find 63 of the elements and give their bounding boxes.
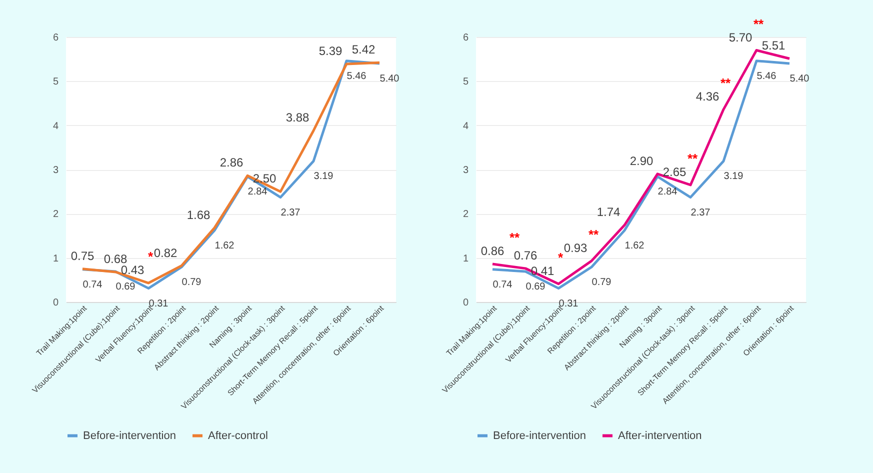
- annotation: *: [148, 249, 154, 264]
- y-tick-label: 5: [52, 76, 59, 88]
- annotation: **: [588, 226, 600, 242]
- data-label: 0.76: [514, 248, 538, 262]
- data-label: 5.46: [756, 70, 777, 82]
- data-label: 0.69: [116, 282, 136, 293]
- legend-label: After-intervention: [618, 430, 702, 442]
- data-label: 0.86: [480, 244, 504, 258]
- y-tick-label: 4: [462, 120, 469, 132]
- y-tick-label: 0: [462, 298, 469, 308]
- data-label: 3.19: [724, 171, 744, 182]
- data-label: 2.50: [252, 172, 276, 186]
- data-label: 0.41: [530, 264, 554, 278]
- legend-label: Before-intervention: [493, 430, 586, 442]
- legend-label: After-control: [208, 430, 268, 442]
- data-label: 1.62: [214, 240, 235, 252]
- annotation: *: [558, 250, 564, 265]
- data-label: 5.39: [318, 44, 342, 58]
- data-label: 5.40: [380, 74, 400, 84]
- data-label: 0.93: [564, 240, 588, 255]
- y-tick-label: 6: [52, 32, 59, 44]
- data-label: 2.90: [630, 154, 654, 168]
- legend-label: Before-intervention: [83, 430, 176, 442]
- data-label: 5.46: [346, 70, 367, 82]
- data-label: 2.37: [690, 207, 711, 218]
- data-label: 0.79: [592, 277, 612, 288]
- data-label: 2.84: [658, 186, 678, 198]
- data-label: 2.37: [280, 207, 301, 218]
- y-tick-label: 4: [52, 120, 59, 132]
- data-label: 5.51: [762, 38, 786, 53]
- y-tick-label: 2: [462, 209, 469, 220]
- data-label: 0.75: [70, 248, 94, 263]
- data-label: 0.74: [82, 279, 103, 290]
- data-label: 0.79: [182, 277, 202, 288]
- data-label: 5.42: [352, 42, 376, 57]
- y-tick-label: 2: [52, 209, 59, 220]
- data-label: 1.68: [186, 208, 210, 222]
- data-label: 5.70: [728, 30, 752, 44]
- y-tick-label: 5: [462, 76, 469, 88]
- annotation: **: [509, 230, 520, 246]
- data-label: 0.74: [492, 279, 513, 290]
- data-label: 2.65: [662, 164, 686, 179]
- data-label: 4.36: [696, 89, 720, 104]
- annotation: **: [720, 75, 732, 90]
- data-label: 3.88: [286, 110, 310, 125]
- y-tick-label: 3: [52, 165, 59, 176]
- data-label: 3.19: [314, 171, 334, 182]
- data-label: 2.86: [220, 156, 244, 170]
- y-tick-label: 6: [462, 32, 469, 44]
- y-tick-label: 0: [52, 298, 59, 308]
- y-tick-label: 3: [462, 165, 469, 176]
- data-label: 0.82: [154, 246, 178, 260]
- data-label: 2.84: [248, 186, 268, 198]
- data-label: 1.74: [596, 205, 620, 220]
- annotation: **: [687, 150, 698, 166]
- data-label: 5.40: [790, 74, 810, 84]
- annotation: **: [753, 16, 764, 32]
- y-tick-label: 1: [462, 253, 469, 264]
- data-label: 1.62: [624, 240, 645, 252]
- data-label: 0.43: [120, 263, 144, 278]
- y-tick-label: 1: [52, 253, 59, 264]
- data-label: 0.68: [104, 252, 128, 266]
- data-label: 0.69: [526, 282, 546, 293]
